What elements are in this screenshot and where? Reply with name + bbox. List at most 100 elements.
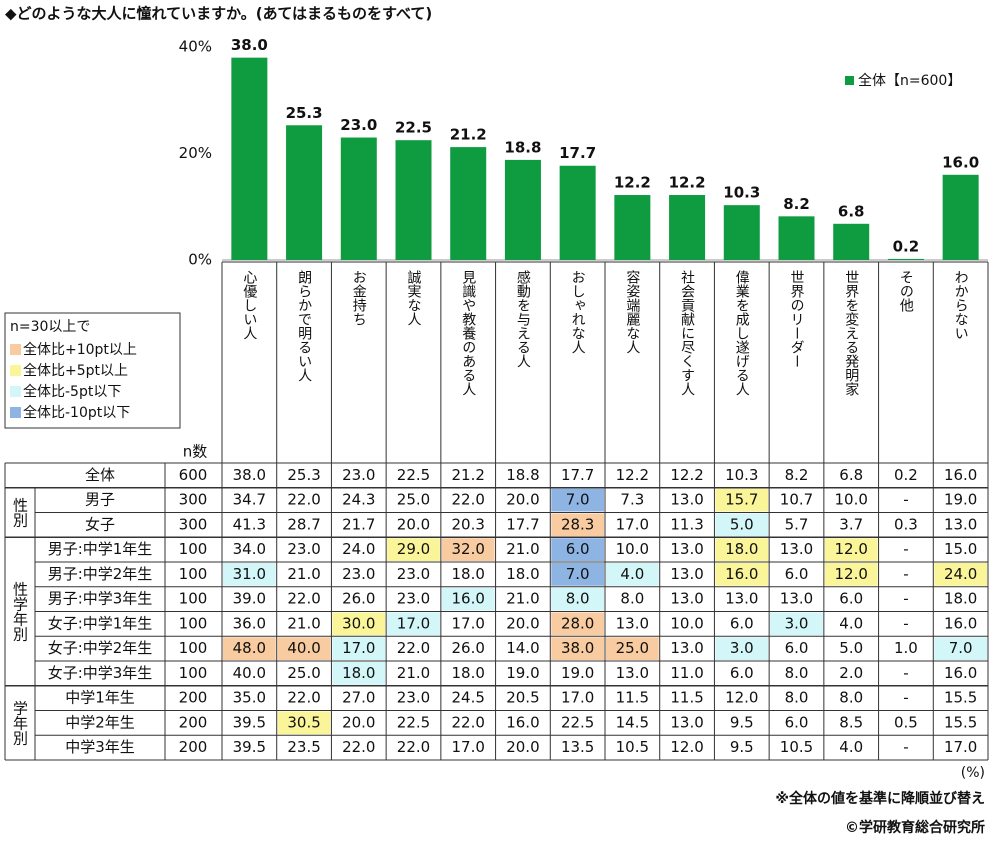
table-cell: 26.0: [452, 639, 485, 657]
cell-highlight: [551, 612, 604, 636]
cell-highlight: [387, 612, 440, 636]
category-label: 容姿端麗な人: [624, 269, 640, 354]
table-cell: 13.0: [616, 614, 649, 632]
table-cell: 4.0: [839, 738, 863, 756]
table-cell: 40.0: [233, 664, 266, 682]
table-cell: 12.0: [835, 540, 868, 558]
n-cell: 100: [179, 664, 208, 682]
n-cell: 100: [179, 614, 208, 632]
table-cell: 2.0: [839, 664, 863, 682]
table-cell: 19.0: [944, 491, 977, 509]
table-cell: 22.5: [397, 466, 430, 484]
table-cell: 3.0: [785, 614, 809, 632]
value-label: 23.0: [340, 116, 377, 134]
bar: [504, 159, 541, 260]
cell-highlight: [551, 637, 604, 660]
table-cell: 25.0: [397, 491, 430, 509]
value-label: 12.2: [669, 174, 706, 192]
row-label: 男子:中学1年生: [48, 540, 153, 558]
table-cell: 19.0: [561, 664, 594, 682]
cell-highlight: [606, 637, 659, 660]
legend-label: 全体【n=600】: [858, 72, 961, 89]
table-cell: 11.5: [670, 689, 703, 707]
table-cell: 22.0: [287, 491, 320, 509]
table-cell: 16.0: [944, 614, 977, 632]
row-label: 中学1年生: [65, 689, 135, 707]
cell-highlight: [824, 538, 878, 561]
table-cell: 22.0: [397, 738, 430, 756]
table-cell: 8.0: [839, 689, 863, 707]
table-cell: 10.0: [670, 614, 703, 632]
table-cell: -: [903, 738, 908, 756]
table-cell: 15.0: [944, 540, 977, 558]
cell-highlight: [606, 563, 659, 586]
n-cell: 300: [179, 515, 208, 533]
highlight-swatch: [10, 344, 21, 355]
table-cell: 7.3: [620, 491, 644, 509]
bar: [286, 125, 323, 260]
bar: [723, 205, 760, 260]
table-cell: 12.2: [670, 466, 703, 484]
table-cell: 17.0: [616, 515, 649, 533]
row-label: 中学3年生: [65, 738, 135, 756]
table-cell: 23.0: [397, 565, 430, 583]
table-cell: 4.0: [839, 614, 863, 632]
table-cell: 6.0: [566, 540, 590, 558]
table-cell: 15.7: [725, 491, 758, 509]
table-cell: -: [903, 689, 908, 707]
credit: ©学研教育総合研究所: [845, 819, 985, 836]
value-label: 18.8: [504, 138, 541, 156]
cell-highlight: [277, 711, 331, 735]
table-cell: 7.0: [949, 639, 973, 657]
row-label: 女子:中学2年生: [48, 639, 153, 657]
bar: [614, 195, 651, 260]
table-cell: 26.0: [342, 590, 375, 608]
cell-highlight: [715, 637, 769, 660]
row-label: 女子:中学3年生: [48, 664, 153, 682]
table-cell: 13.5: [561, 738, 594, 756]
cell-highlight: [332, 637, 386, 660]
table-cell: 6.0: [785, 639, 809, 657]
value-label: 17.7: [559, 144, 596, 162]
bar: [559, 165, 596, 260]
table-cell: 17.0: [944, 738, 977, 756]
table-cell: 18.8: [506, 466, 539, 484]
y-tick-label: 0%: [188, 251, 212, 269]
highlight-legend-title: n=30以上で: [10, 319, 90, 335]
table-cell: 5.0: [839, 639, 863, 657]
category-label: 世界を変える発明家: [843, 270, 859, 396]
table-cell: 21.0: [287, 565, 320, 583]
cell-highlight: [332, 662, 386, 685]
table-cell: 17.7: [561, 466, 594, 484]
table-cell: 23.5: [287, 738, 320, 756]
table-cell: 12.0: [670, 738, 703, 756]
table-cell: 28.0: [561, 614, 594, 632]
table-cell: 25.0: [287, 664, 320, 682]
table-cell: 23.0: [287, 540, 320, 558]
table-cell: 22.0: [287, 689, 320, 707]
n-cell: 200: [179, 713, 208, 731]
table-cell: 0.2: [894, 466, 918, 484]
bar: [833, 223, 870, 260]
table-cell: 1.0: [894, 639, 918, 657]
table-cell: 21.7: [342, 515, 375, 533]
table-cell: 22.5: [561, 713, 594, 731]
table-cell: 40.0: [287, 639, 320, 657]
title: ◆どのような大人に憧れていますか。(あてはまるものをすべて): [5, 5, 432, 23]
bar: [887, 258, 924, 260]
table-cell: 15.5: [944, 689, 977, 707]
table-cell: 17.0: [397, 614, 430, 632]
table-cell: 18.0: [342, 664, 375, 682]
table-cell: 25.3: [287, 466, 320, 484]
value-label: 16.0: [942, 153, 979, 171]
bar: [778, 216, 815, 260]
table-cell: -: [903, 491, 908, 509]
bar: [231, 57, 268, 261]
table-cell: 16.0: [506, 713, 539, 731]
table-cell: 20.5: [506, 689, 539, 707]
bar: [942, 174, 979, 260]
n-cell: 200: [179, 689, 208, 707]
table-cell: 10.0: [616, 540, 649, 558]
cell-highlight: [551, 563, 604, 586]
table-cell: 19.0: [506, 664, 539, 682]
